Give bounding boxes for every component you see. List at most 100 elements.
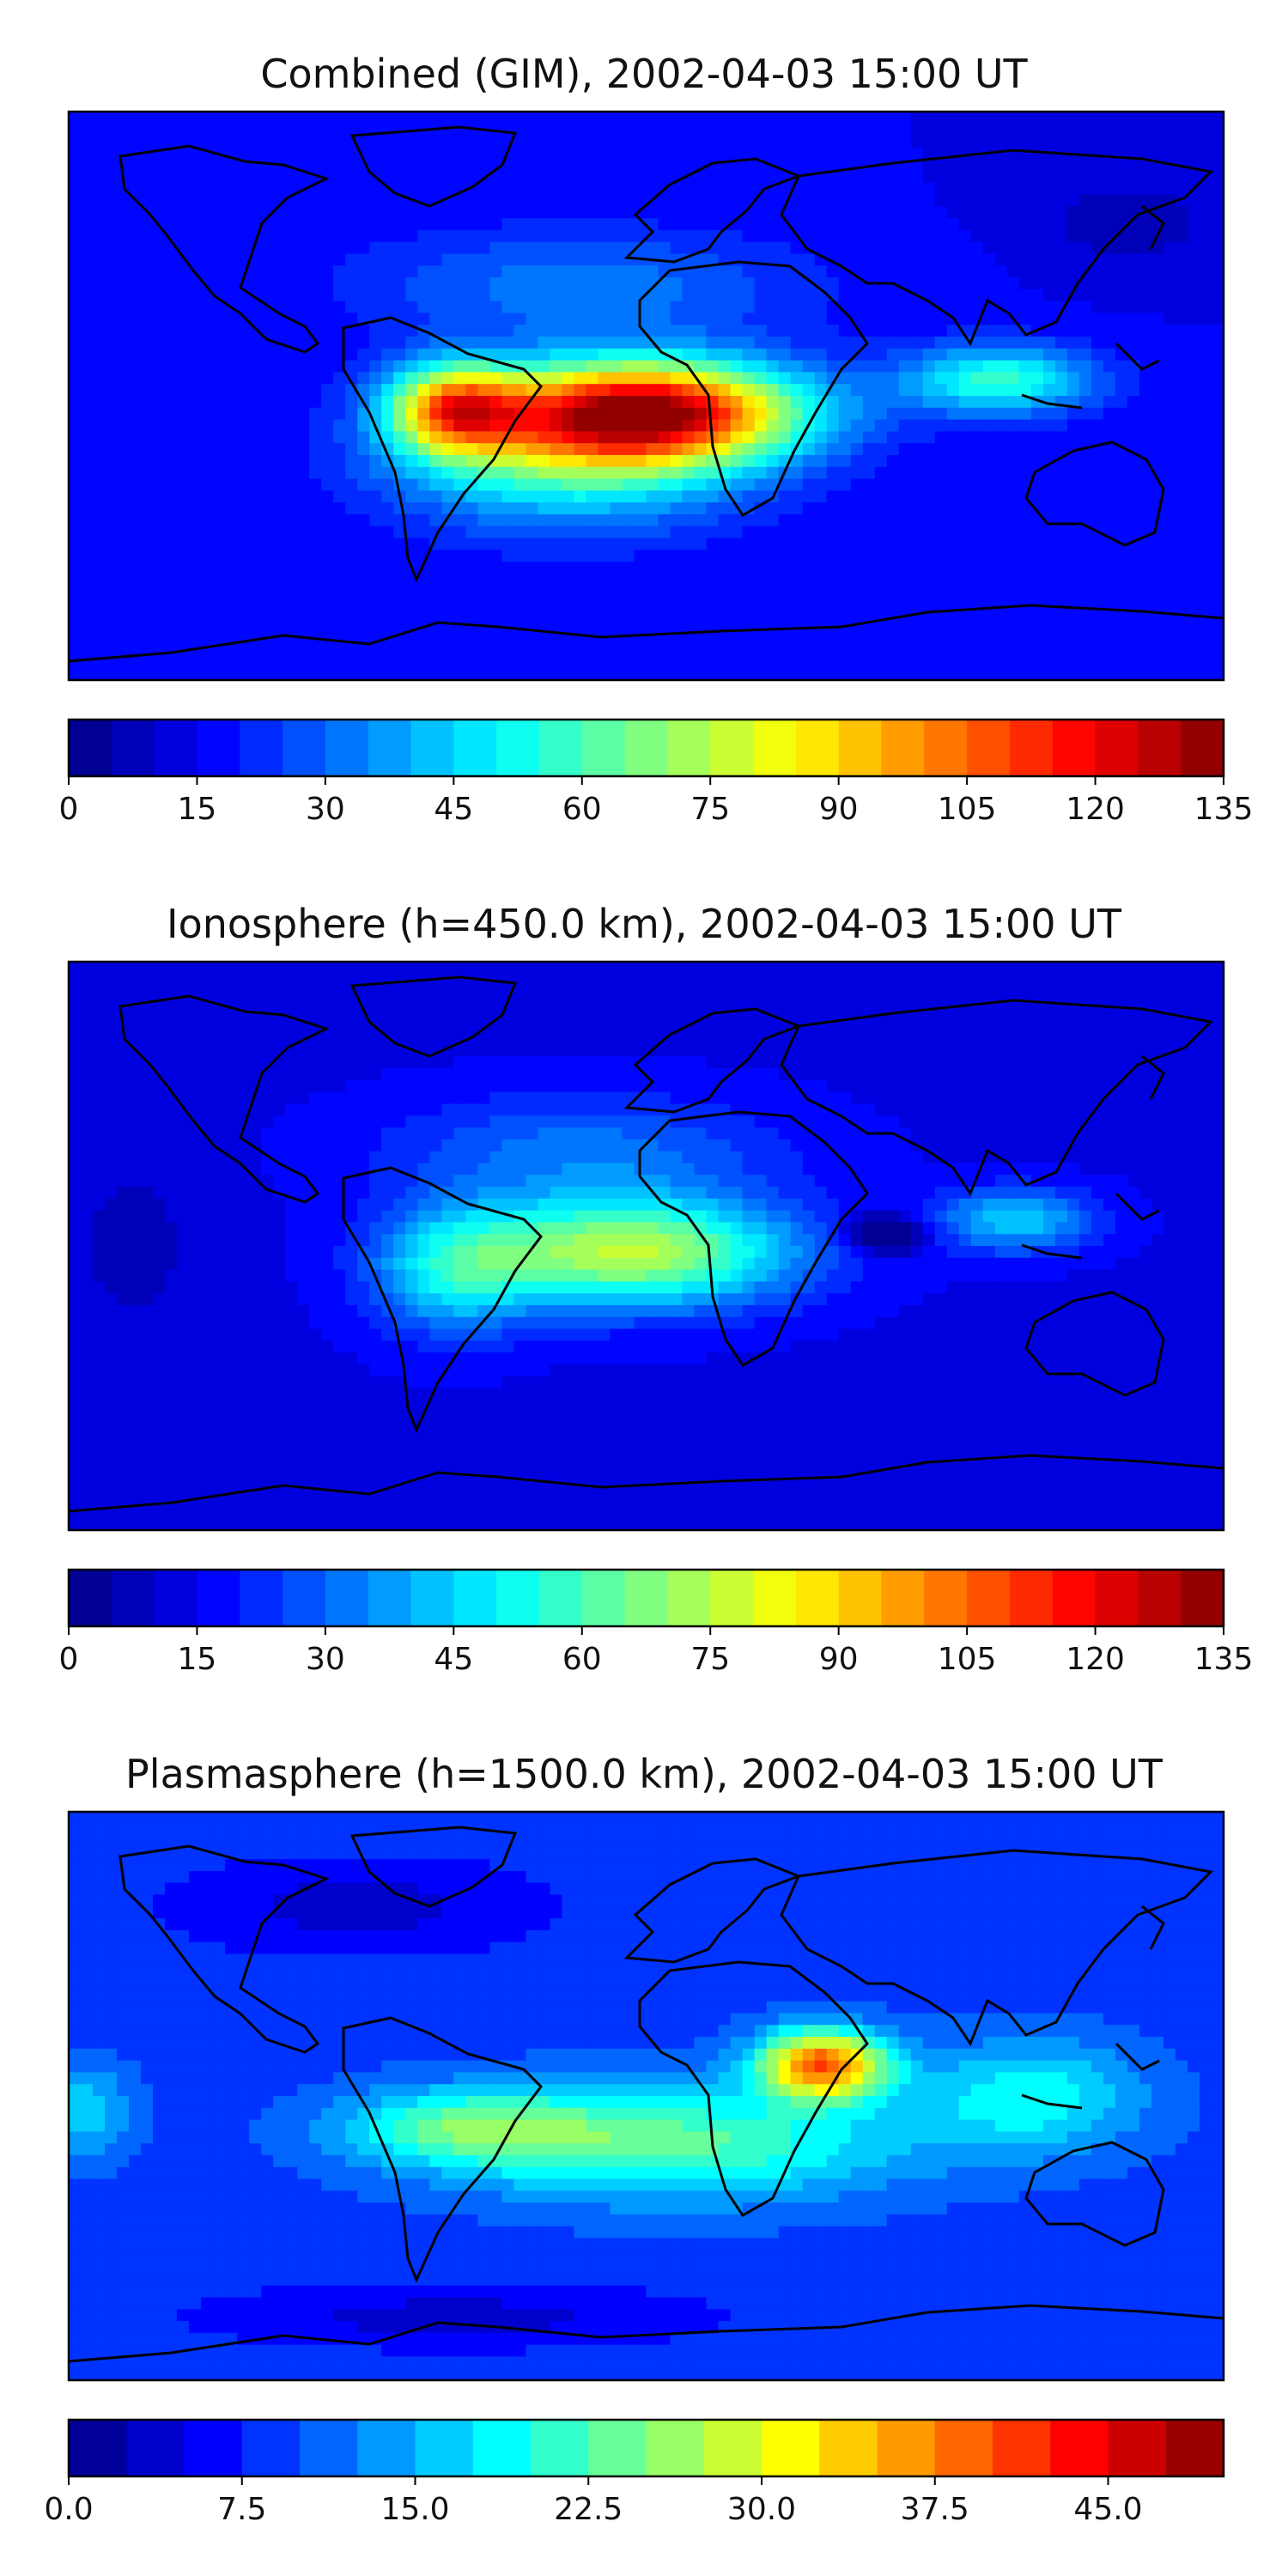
field-cell — [1042, 962, 1056, 975]
field-cell — [838, 668, 852, 680]
field-cell — [405, 597, 419, 611]
field-cell — [177, 562, 190, 574]
field-cell — [141, 112, 154, 125]
field-cell — [153, 396, 166, 409]
field-cell — [562, 997, 575, 1010]
field-cell — [586, 194, 599, 208]
field-cell — [321, 973, 335, 987]
field-cell — [1127, 123, 1140, 137]
field-cell — [429, 159, 443, 172]
field-cell — [958, 135, 972, 149]
field-cell — [898, 135, 912, 149]
field-cell — [994, 170, 1008, 184]
field-cell — [646, 123, 659, 137]
field-cell — [970, 668, 984, 680]
field-cell — [742, 229, 756, 243]
field-cell — [670, 644, 683, 658]
field-cell — [405, 289, 419, 302]
field-cell — [562, 443, 575, 456]
field-cell — [1115, 490, 1128, 503]
field-cell — [1030, 621, 1044, 634]
field-cell — [598, 218, 611, 231]
field-cell — [718, 313, 732, 326]
field-cell — [141, 407, 154, 421]
field-cell — [1187, 538, 1200, 551]
field-cell — [910, 573, 924, 586]
field-cell — [489, 585, 503, 598]
field-cell — [249, 206, 262, 219]
field-cell — [658, 454, 671, 468]
field-cell — [658, 562, 671, 574]
field-cell — [1006, 265, 1020, 278]
field-cell — [670, 973, 683, 987]
field-cell — [1115, 609, 1128, 622]
field-cell — [778, 407, 792, 421]
field-cell — [309, 502, 323, 515]
field-cell — [982, 656, 996, 670]
field-cell — [237, 962, 250, 975]
field-cell — [946, 123, 960, 137]
field-cell — [189, 253, 202, 267]
field-cell — [850, 609, 864, 622]
field-cell — [658, 194, 671, 208]
field-cell — [538, 443, 551, 456]
field-cell — [718, 550, 732, 562]
field-cell — [1127, 265, 1140, 278]
field-cell — [586, 997, 599, 1010]
field-cell — [802, 466, 816, 480]
field-cell — [105, 372, 118, 386]
field-cell — [730, 229, 744, 243]
field-cell — [333, 241, 347, 255]
field-cell — [934, 538, 948, 551]
field-cell — [225, 384, 238, 397]
field-cell — [718, 962, 732, 975]
field-cell — [141, 466, 154, 480]
field-cell — [790, 218, 804, 231]
field-cell — [826, 985, 840, 999]
field-cell — [513, 973, 527, 987]
field-cell — [1199, 431, 1212, 444]
field-cell — [501, 502, 515, 515]
field-cell — [1091, 502, 1104, 515]
field-cell — [802, 218, 816, 231]
field-cell — [1199, 112, 1212, 125]
field-cell — [694, 325, 708, 337]
field-cell — [970, 112, 984, 125]
field-cell — [910, 253, 924, 267]
colorbar-swatch — [1052, 720, 1097, 776]
field-cell — [321, 407, 335, 421]
field-cell — [369, 360, 383, 374]
field-cell — [297, 372, 311, 386]
field-cell — [1139, 123, 1152, 137]
field-cell — [333, 313, 347, 326]
field-cell — [826, 962, 840, 975]
field-cell — [958, 526, 972, 539]
field-cell — [381, 159, 395, 172]
field-cell — [165, 218, 178, 231]
field-cell — [237, 454, 250, 468]
field-cell — [441, 419, 455, 433]
field-cell — [622, 396, 635, 409]
field-cell — [790, 632, 804, 646]
field-cell — [513, 550, 527, 562]
field-cell — [922, 265, 936, 278]
field-cell — [285, 360, 298, 374]
field-cell — [165, 621, 178, 634]
field-cell — [477, 562, 491, 574]
field-cell — [489, 597, 503, 611]
field-cell — [417, 585, 431, 598]
field-cell — [814, 597, 828, 611]
field-cell — [970, 585, 984, 598]
field-cell — [862, 962, 876, 975]
field-cell — [321, 550, 335, 562]
field-cell — [1030, 159, 1044, 172]
field-cell — [898, 360, 912, 374]
field-cell — [694, 396, 708, 409]
field-cell — [477, 407, 491, 421]
field-cell — [586, 597, 599, 611]
field-cell — [1018, 218, 1032, 231]
field-cell — [429, 112, 443, 125]
field-cell — [766, 419, 780, 433]
field-cell — [946, 112, 960, 125]
field-cell — [946, 348, 960, 361]
